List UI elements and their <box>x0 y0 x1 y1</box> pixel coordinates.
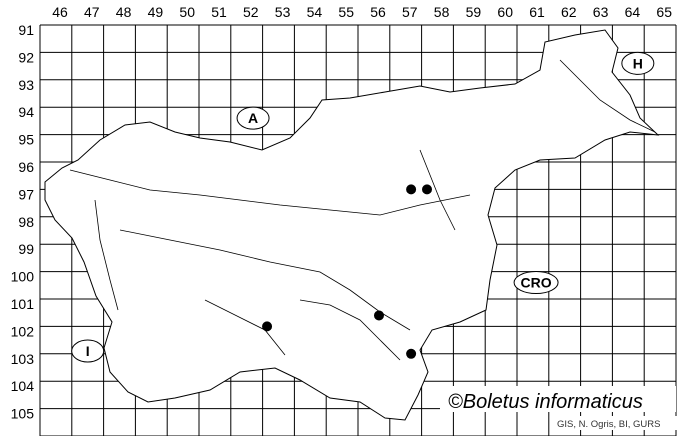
row-label: 100 <box>11 269 35 285</box>
row-label: 94 <box>18 104 34 120</box>
row-label: 91 <box>18 22 34 38</box>
row-label: 102 <box>11 323 35 339</box>
country-label: H <box>633 55 643 71</box>
row-label: 95 <box>18 132 34 148</box>
country-label: A <box>248 110 258 126</box>
column-label: 61 <box>529 4 545 20</box>
row-label: 96 <box>18 159 34 175</box>
credit-text: GIS, N. Ogris, BI, GURS <box>557 419 660 430</box>
record-dot <box>406 184 417 195</box>
country-label-ellipse <box>513 271 559 295</box>
record-dot <box>262 321 273 332</box>
record-dot <box>422 184 433 195</box>
row-label: 97 <box>18 186 34 202</box>
record-dot <box>373 310 384 321</box>
country-label: I <box>86 343 90 359</box>
row-label: 93 <box>18 77 34 93</box>
record-dots <box>262 184 433 359</box>
country-label: CRO <box>521 275 552 291</box>
column-label: 54 <box>307 4 323 20</box>
copyright-backdrop <box>440 386 676 412</box>
column-label: 59 <box>466 4 482 20</box>
row-label: 92 <box>18 49 34 65</box>
country-label-ellipse <box>236 106 270 130</box>
credit-backdrop <box>555 416 677 430</box>
rivers <box>69 59 656 361</box>
column-label: 52 <box>243 4 259 20</box>
column-labels: 46 47 48 49 50 51 52 53 54 55 56 57 58 59 60 61 62 63 64 65 <box>52 4 672 20</box>
column-label: 47 <box>84 4 100 20</box>
column-label: 64 <box>625 4 641 20</box>
column-label: 63 <box>593 4 609 20</box>
column-label: 62 <box>561 4 577 20</box>
row-label: 101 <box>11 296 35 312</box>
column-label: 55 <box>338 4 354 20</box>
column-label: 50 <box>179 4 195 20</box>
row-label: 98 <box>18 214 34 230</box>
column-label: 53 <box>275 4 291 20</box>
country-outline <box>44 29 660 421</box>
record-dot <box>406 348 417 359</box>
column-label: 49 <box>148 4 164 20</box>
country-label-ellipse <box>71 339 105 363</box>
country-labels: A H CRO I <box>71 51 655 363</box>
column-label: 58 <box>434 4 450 20</box>
row-labels: 91 92 93 94 95 96 97 98 99 100 101 102 103 104 105 <box>11 22 35 422</box>
column-label: 46 <box>52 4 68 20</box>
country-label-ellipse <box>621 51 655 75</box>
column-label: 57 <box>402 4 418 20</box>
column-label: 51 <box>211 4 227 20</box>
column-label: 48 <box>116 4 132 20</box>
column-label: 60 <box>497 4 513 20</box>
row-label: 103 <box>11 351 35 367</box>
column-label: 56 <box>370 4 386 20</box>
copyright-text: ©Boletus informaticus <box>448 391 643 413</box>
row-label: 105 <box>11 406 35 422</box>
column-label: 65 <box>656 4 672 20</box>
row-label: 104 <box>11 378 35 394</box>
row-label: 99 <box>18 241 34 257</box>
